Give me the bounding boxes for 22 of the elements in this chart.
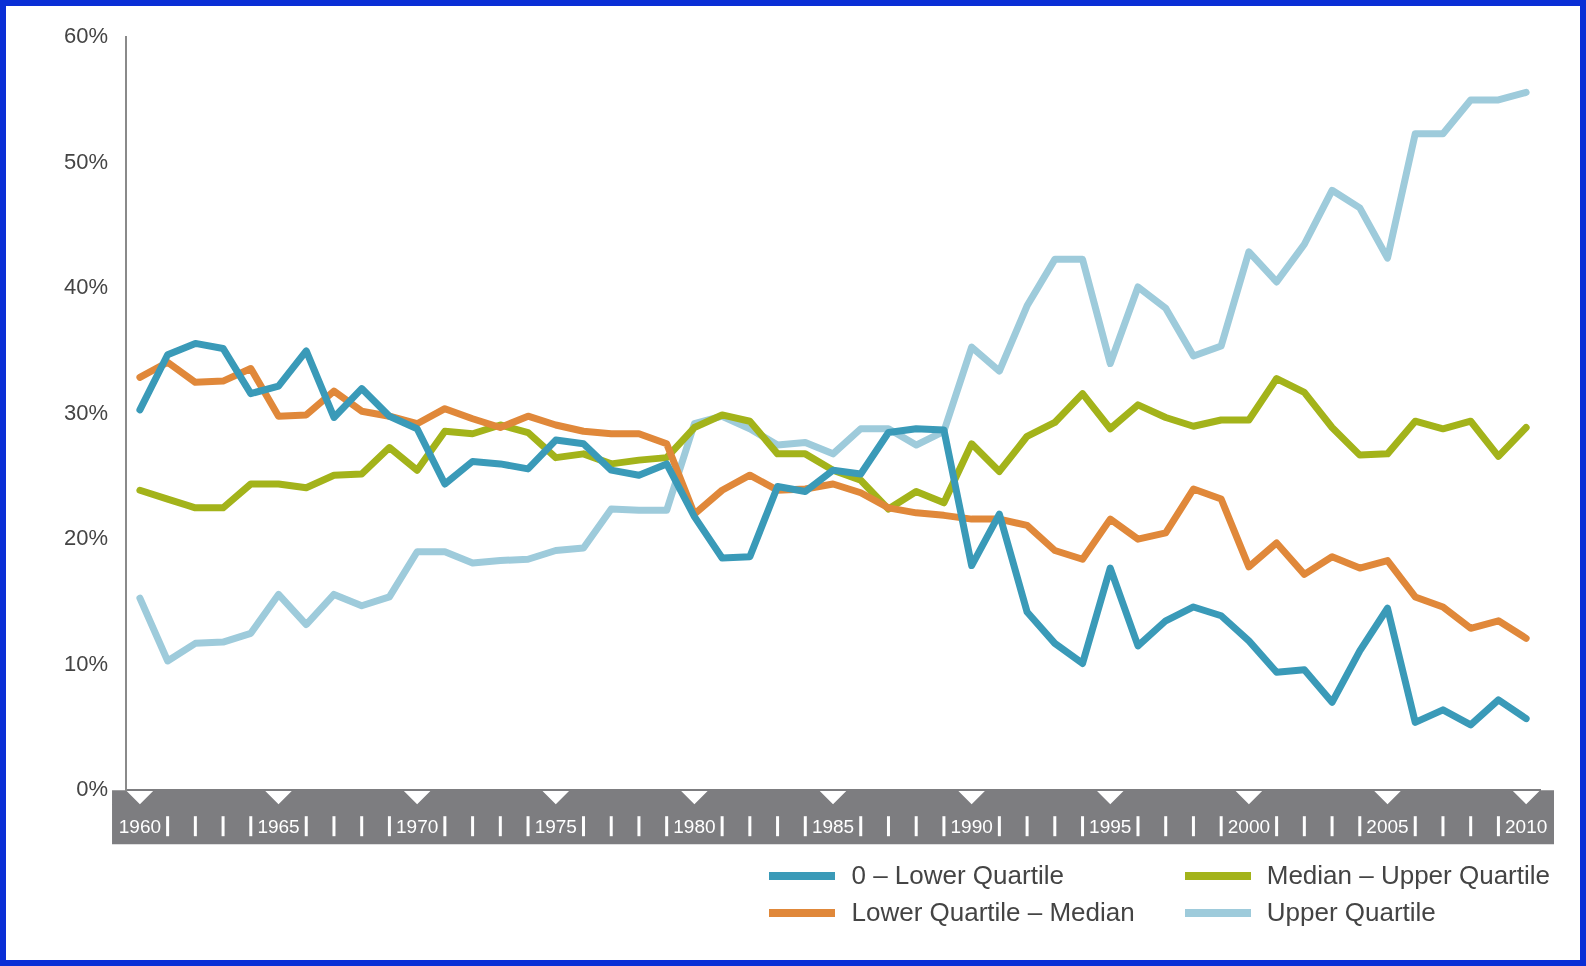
legend-label: Upper Quartile bbox=[1266, 897, 1436, 929]
y-tick-label: 0% bbox=[76, 776, 109, 802]
x-tick-label: 1995 bbox=[1089, 815, 1132, 837]
y-tick-label: 20% bbox=[63, 525, 109, 551]
y-tick-label: 30% bbox=[63, 399, 109, 425]
y-tick-label: 50% bbox=[63, 148, 109, 174]
x-tick-label: 1980 bbox=[673, 815, 716, 837]
y-tick-label: 40% bbox=[63, 274, 109, 300]
x-tick-label: 1965 bbox=[257, 815, 300, 837]
legend-label: 0 – Lower Quartile bbox=[851, 860, 1064, 892]
legend-label: Lower Quartile – Median bbox=[851, 897, 1135, 929]
legend-label: Median – Upper Quartile bbox=[1266, 860, 1550, 892]
x-tick-label: 1975 bbox=[534, 815, 577, 837]
x-tick-label: 1960 bbox=[118, 815, 162, 837]
x-tick-label: 2005 bbox=[1366, 815, 1409, 837]
x-tick-label: 2010 bbox=[1505, 815, 1548, 837]
x-tick-label: 2000 bbox=[1227, 815, 1271, 837]
y-tick-label: 60% bbox=[63, 23, 109, 49]
x-tick-label: 1990 bbox=[950, 815, 993, 837]
x-tick-label: 1985 bbox=[811, 815, 855, 837]
y-tick-label: 10% bbox=[63, 650, 109, 676]
x-tick-label: 1970 bbox=[396, 815, 439, 837]
